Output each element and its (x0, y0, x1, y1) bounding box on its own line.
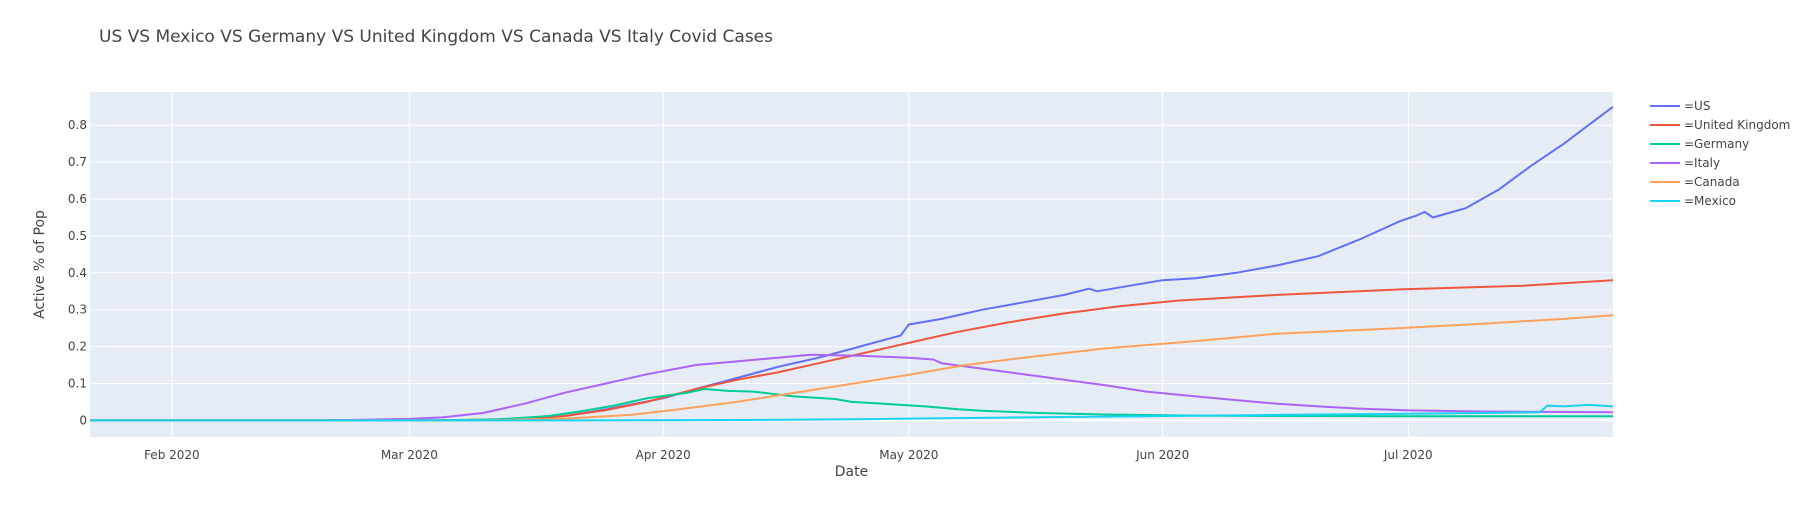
series-line[interactable] (90, 279, 1614, 422)
legend-item[interactable]: =Mexico (1650, 194, 1736, 208)
plot-area (90, 92, 1613, 437)
series-line[interactable] (90, 314, 1614, 422)
legend-label: =Mexico (1684, 194, 1736, 208)
legend-label: =Italy (1684, 156, 1720, 170)
series-lines (90, 105, 1614, 422)
x-tick-label: Jun 2020 (1135, 448, 1189, 462)
y-tick-labels: 0 0.1 0.2 0.3 0.4 0.5 0.6 0.7 0.8 (68, 118, 87, 427)
legend-item[interactable]: =United Kingdom (1650, 118, 1790, 132)
x-tick-label: May 2020 (879, 448, 938, 462)
series-line[interactable] (90, 353, 1614, 422)
y-tick-label: 0.5 (68, 229, 87, 243)
y-tick-label: 0.8 (68, 118, 87, 132)
chart-title: US VS Mexico VS Germany VS United Kingdo… (99, 27, 773, 47)
x-tick-label: Mar 2020 (381, 448, 438, 462)
legend-item[interactable]: =Germany (1650, 137, 1749, 151)
x-axis-title: Date (835, 464, 868, 480)
legend-label: =Germany (1684, 137, 1749, 151)
y-tick-label: 0.2 (68, 340, 87, 354)
legend-label: =Canada (1684, 175, 1740, 189)
y-tick-label: 0.7 (68, 155, 87, 169)
y-tick-label: 0 (79, 413, 87, 427)
x-tick-label: Apr 2020 (636, 448, 691, 462)
x-tick-label: Jul 2020 (1383, 448, 1433, 462)
legend-label: =US (1684, 99, 1710, 113)
y-tick-label: 0.1 (68, 376, 87, 390)
legend-item[interactable]: =Italy (1650, 156, 1720, 170)
x-tick-labels: Feb 2020 Mar 2020 Apr 2020 May 2020 Jun 2020… (144, 448, 1433, 462)
legend-label: =United Kingdom (1684, 118, 1790, 132)
series-line[interactable] (90, 388, 1613, 422)
series-line[interactable] (90, 403, 1614, 422)
x-tick-label: Feb 2020 (144, 448, 200, 462)
legend-item[interactable]: =US (1650, 99, 1710, 113)
y-tick-label: 0.4 (68, 266, 87, 280)
x-gridlines (171, 92, 1409, 437)
legend-item[interactable]: =Canada (1650, 175, 1740, 189)
y-tick-label: 0.6 (68, 192, 87, 206)
y-axis-title: Active % of Pop (32, 210, 48, 319)
y-tick-label: 0.3 (68, 303, 87, 317)
legend[interactable]: =US =United Kingdom =Germany =Italy =Canada =… (1650, 99, 1790, 208)
